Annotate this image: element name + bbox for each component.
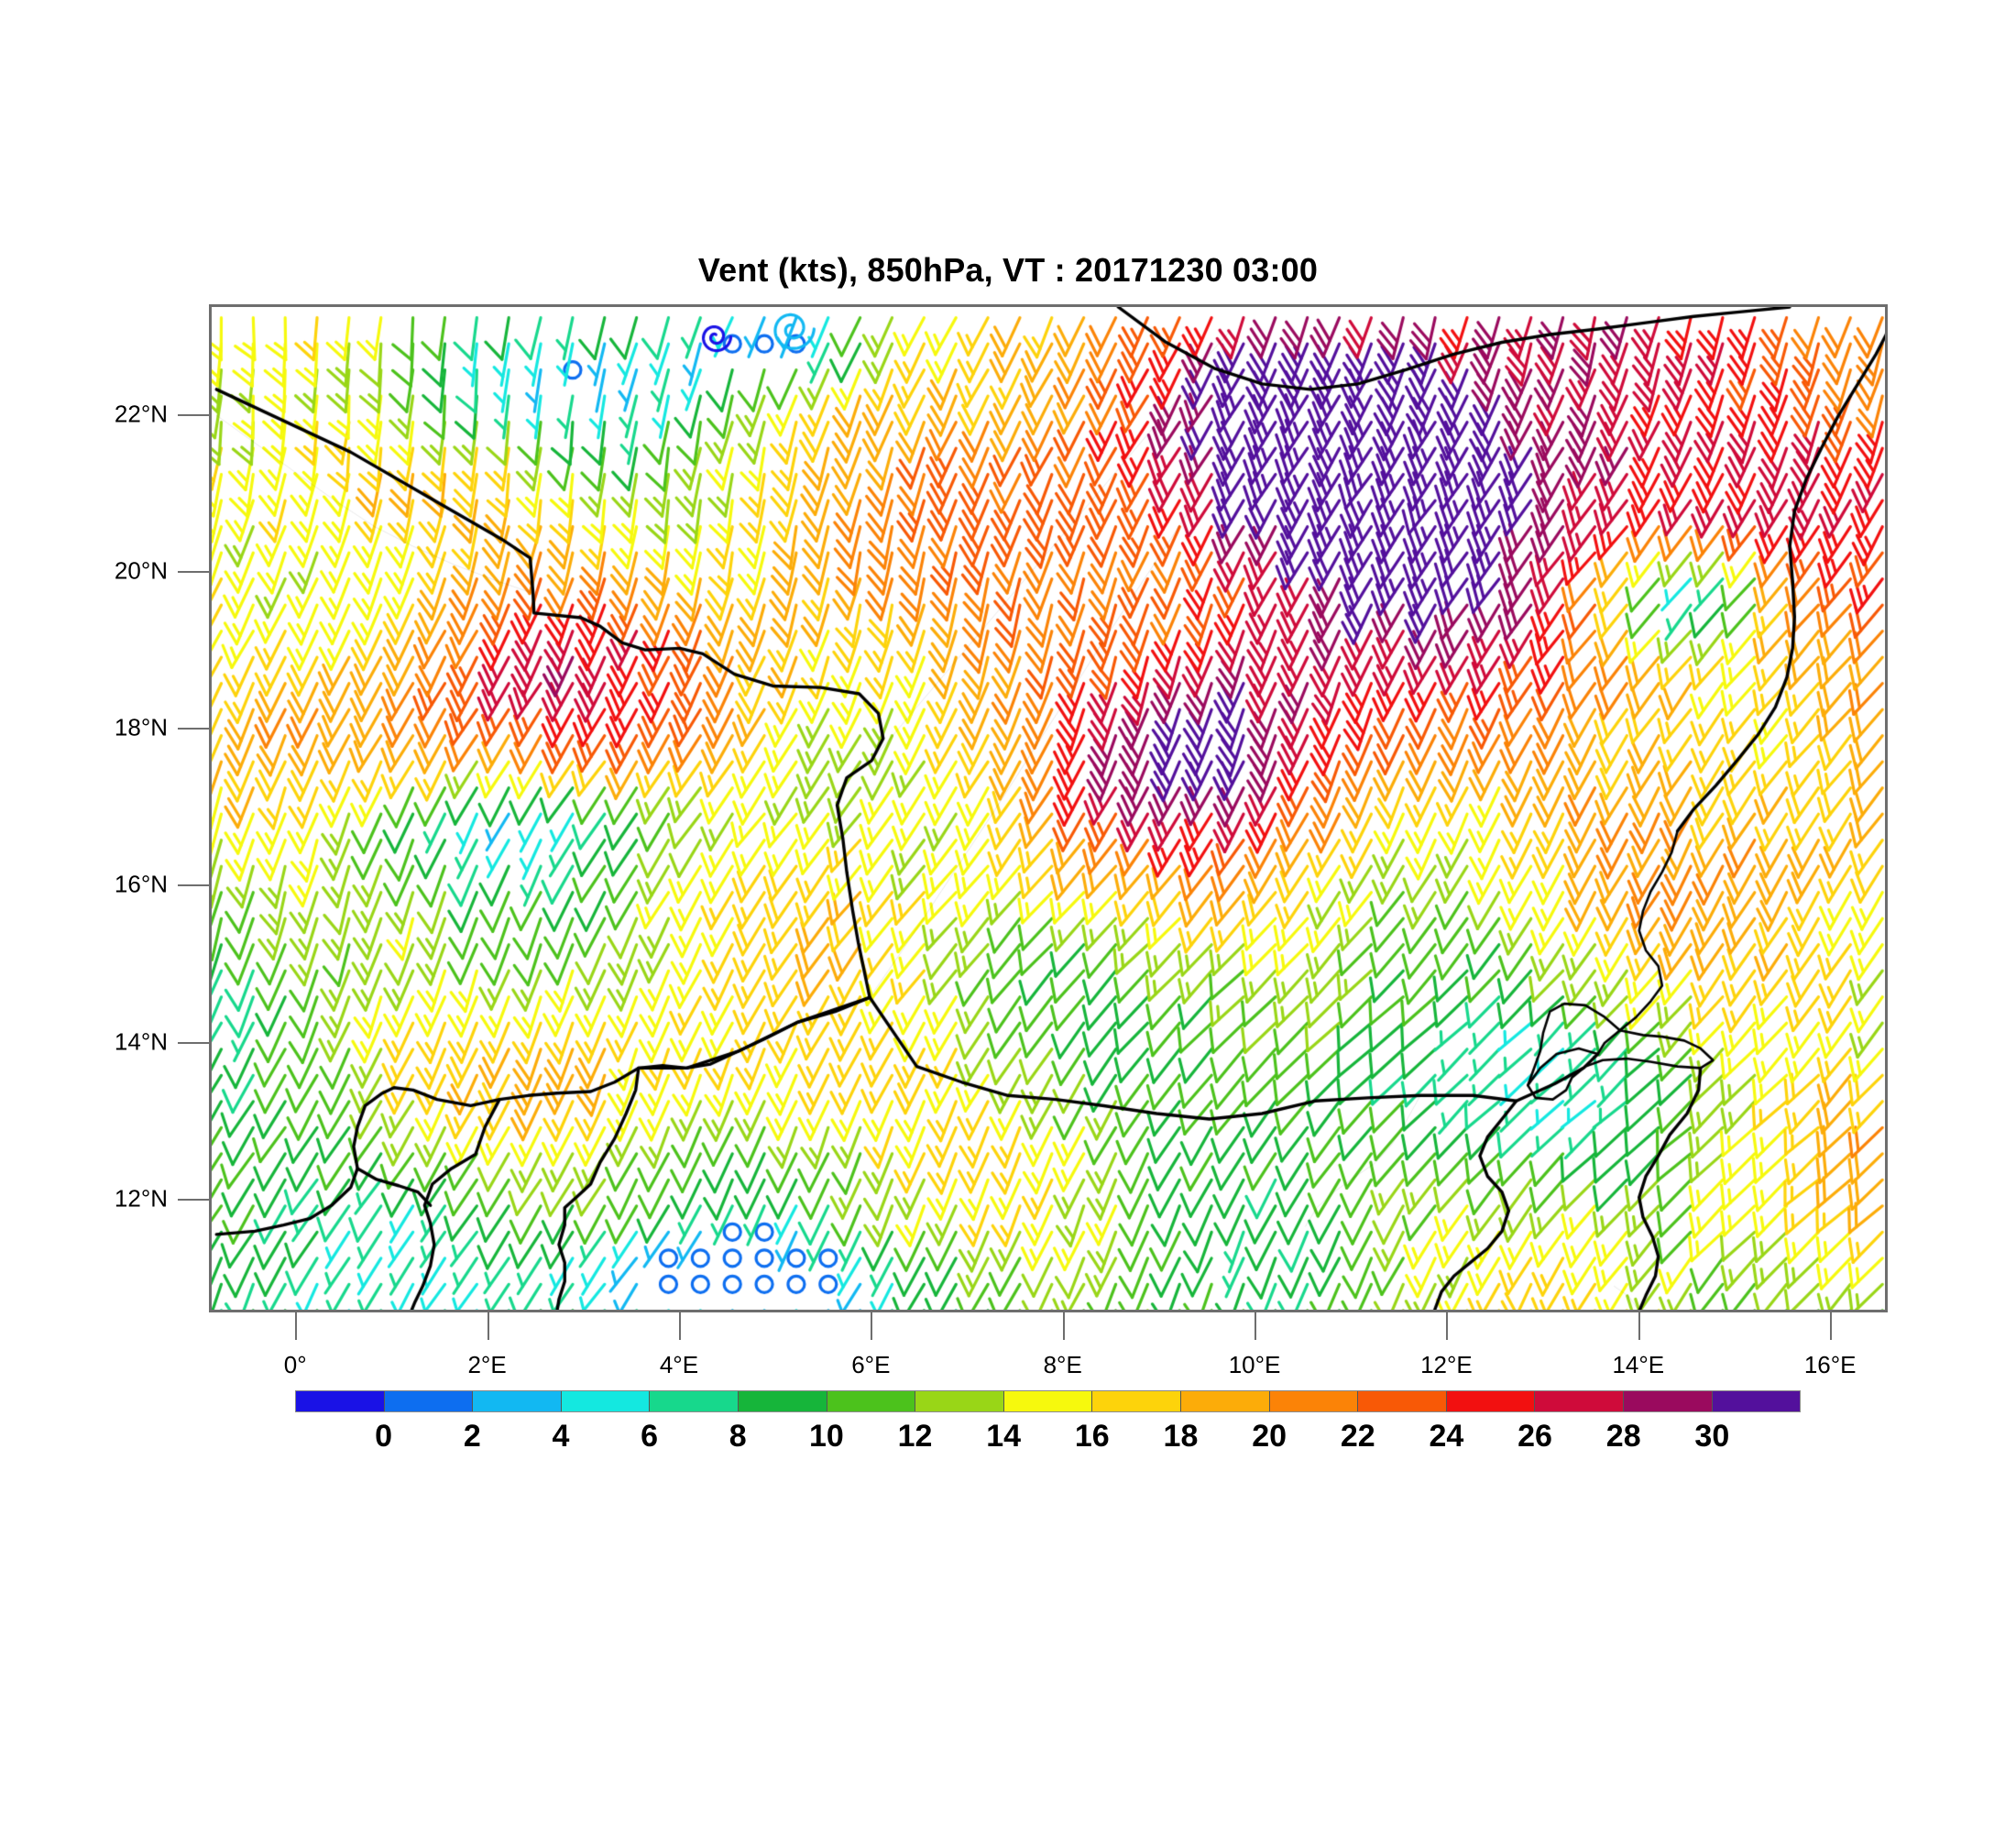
x-tick-mark: [1638, 1312, 1640, 1340]
x-tick-mark: [295, 1312, 298, 1340]
plot-area: [209, 304, 1888, 1312]
x-tick-label: 10°E: [1228, 1351, 1281, 1378]
colorbar-tick-label: 28: [1605, 1419, 1641, 1454]
colorbar: [295, 1390, 1801, 1412]
colorbar-band: [1003, 1391, 1092, 1411]
colorbar-band: [1268, 1391, 1358, 1411]
colorbar-band: [915, 1391, 1003, 1411]
x-tick-mark: [1255, 1312, 1257, 1340]
y-tick-mark: [178, 1041, 209, 1044]
colorbar-band: [560, 1391, 650, 1411]
colorbar-tick-label: 0: [375, 1419, 393, 1454]
colorbar-tick-label: 4: [552, 1419, 570, 1454]
x-tick-label: 16°E: [1803, 1351, 1857, 1378]
x-tick-label: 12°E: [1420, 1351, 1473, 1378]
colorbar-tick-label: 24: [1429, 1419, 1464, 1454]
colorbar-band: [1357, 1391, 1446, 1411]
y-tick-label: 16°N: [114, 870, 168, 898]
y-tick-mark: [178, 884, 209, 887]
y-tick-mark: [178, 728, 209, 730]
y-tick-mark: [178, 571, 209, 574]
colorbar-tick-label: 18: [1163, 1419, 1199, 1454]
x-tick-mark: [487, 1312, 489, 1340]
colorbar-tick-label: 12: [897, 1419, 933, 1454]
x-tick-label: 8°E: [1043, 1351, 1082, 1378]
colorbar-tick-label: 26: [1517, 1419, 1552, 1454]
colorbar-band: [1711, 1391, 1801, 1411]
page-title: Vent (kts), 850hPa, VT : 20171230 03:00: [697, 251, 1319, 289]
colorbar-tick-label: 20: [1252, 1419, 1287, 1454]
colorbar-band: [737, 1391, 827, 1411]
colorbar-band: [1622, 1391, 1712, 1411]
colorbar-band: [649, 1391, 738, 1411]
y-tick-label: 20°N: [114, 556, 168, 585]
y-tick-label: 12°N: [114, 1184, 168, 1213]
colorbar-tick-label: 2: [463, 1419, 481, 1454]
colorbar-band: [383, 1391, 473, 1411]
colorbar-band: [1534, 1391, 1623, 1411]
y-tick-mark: [178, 1198, 209, 1201]
colorbar-band: [1179, 1391, 1269, 1411]
colorbar-band: [826, 1391, 915, 1411]
x-tick-mark: [1830, 1312, 1833, 1340]
colorbar-band: [1445, 1391, 1535, 1411]
colorbar-band: [472, 1391, 561, 1411]
x-tick-label: 2°E: [467, 1351, 507, 1378]
colorbar-tick-label: 30: [1694, 1419, 1730, 1454]
x-tick-mark: [1446, 1312, 1449, 1340]
x-tick-mark: [1062, 1312, 1065, 1340]
colorbar-band: [1091, 1391, 1180, 1411]
colorbar-band: [296, 1391, 384, 1411]
y-tick-mark: [178, 413, 209, 416]
y-tick-label: 14°N: [114, 1027, 168, 1056]
x-tick-label: 6°E: [851, 1351, 891, 1378]
colorbar-tick-label: 10: [808, 1419, 844, 1454]
colorbar-tick-label: 6: [641, 1419, 659, 1454]
x-tick-mark: [678, 1312, 681, 1340]
x-tick-label: 4°E: [659, 1351, 699, 1378]
x-tick-label: 0°: [283, 1351, 307, 1378]
x-tick-label: 14°E: [1612, 1351, 1665, 1378]
colorbar-tick-label: 8: [729, 1419, 747, 1454]
colorbar-tick-label: 14: [986, 1419, 1022, 1454]
y-tick-label: 18°N: [114, 713, 168, 741]
x-tick-mark: [871, 1312, 873, 1340]
colorbar-tick-label: 22: [1340, 1419, 1375, 1454]
y-tick-label: 22°N: [114, 400, 168, 428]
map-borders-overlay: [212, 307, 1885, 1310]
colorbar-tick-label: 16: [1074, 1419, 1110, 1454]
